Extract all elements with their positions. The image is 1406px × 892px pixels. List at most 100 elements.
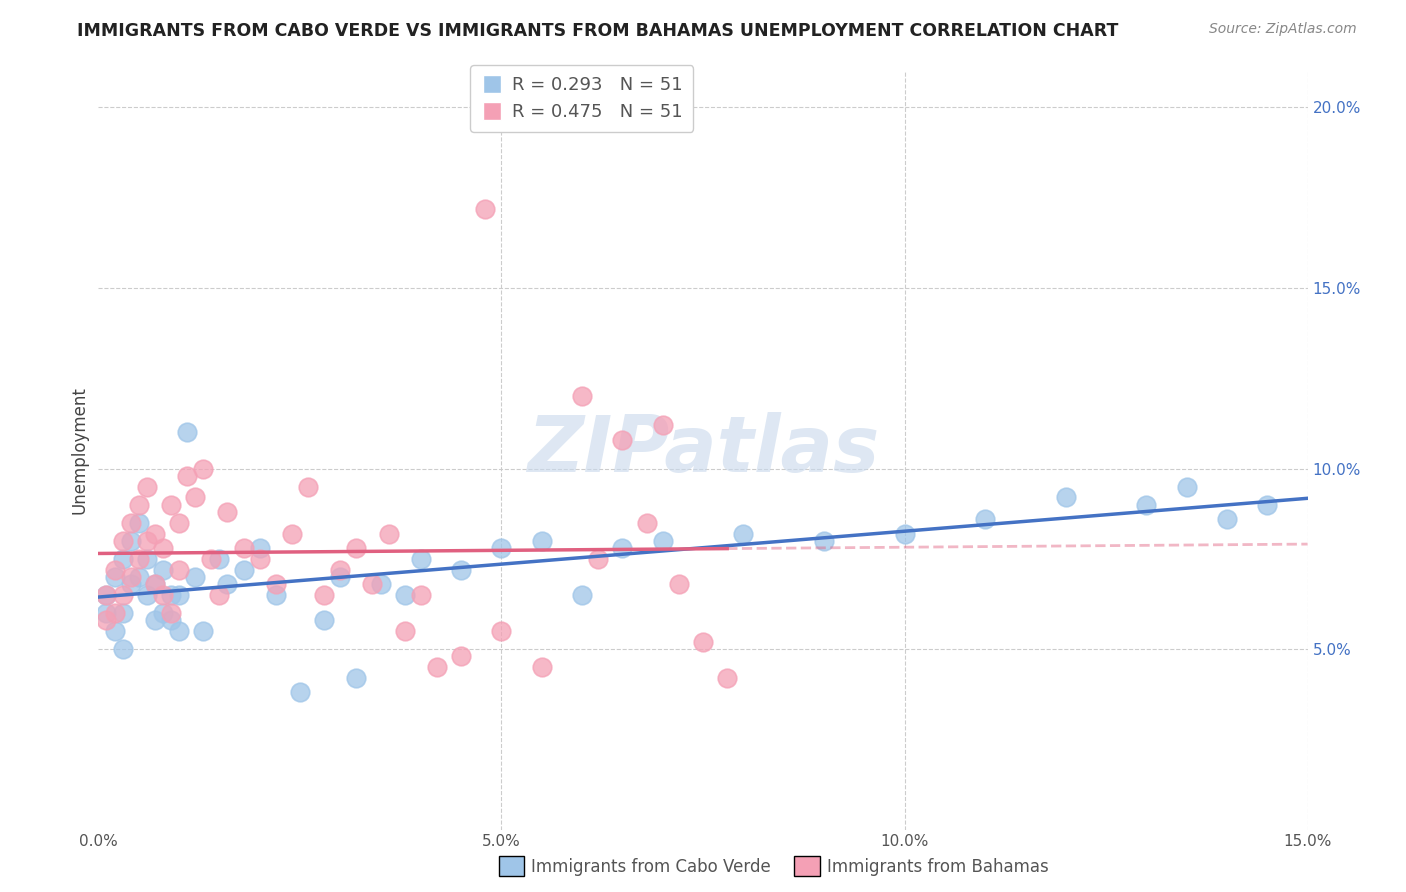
Point xyxy=(249,551,271,566)
Point xyxy=(167,516,190,530)
Point xyxy=(193,624,215,638)
Point xyxy=(128,498,150,512)
Point xyxy=(394,588,416,602)
Text: IMMIGRANTS FROM CABO VERDE VS IMMIGRANTS FROM BAHAMAS UNEMPLOYMENT CORRELATION C: IMMIGRANTS FROM CABO VERDE VS IMMIGRANTS… xyxy=(77,22,1119,40)
Point xyxy=(208,588,231,602)
Point xyxy=(128,516,150,530)
Point xyxy=(167,624,190,638)
Point xyxy=(893,526,915,541)
Point xyxy=(651,418,673,433)
Point xyxy=(232,563,254,577)
Point xyxy=(120,577,142,591)
Point xyxy=(120,533,142,548)
Point xyxy=(103,570,125,584)
Point xyxy=(143,613,166,627)
Point xyxy=(176,468,198,483)
Point xyxy=(409,551,432,566)
Point xyxy=(184,491,207,505)
Point xyxy=(571,389,593,403)
Point xyxy=(96,588,118,602)
Point xyxy=(208,551,231,566)
Point xyxy=(135,551,157,566)
Text: Immigrants from Cabo Verde: Immigrants from Cabo Verde xyxy=(531,858,772,876)
Point xyxy=(651,533,673,548)
Point xyxy=(143,526,166,541)
Point xyxy=(491,624,513,638)
Point xyxy=(103,606,125,620)
Point xyxy=(426,660,449,674)
Point xyxy=(160,606,183,620)
Point xyxy=(152,588,174,602)
Point xyxy=(184,570,207,584)
Point xyxy=(636,516,658,530)
Point xyxy=(264,588,287,602)
Point xyxy=(813,533,835,548)
Point xyxy=(217,577,239,591)
Point xyxy=(329,563,352,577)
Point xyxy=(96,613,118,627)
Point xyxy=(491,541,513,555)
Point xyxy=(143,577,166,591)
Point xyxy=(120,516,142,530)
Point xyxy=(692,635,714,649)
Point xyxy=(152,563,174,577)
Point xyxy=(111,606,134,620)
Point xyxy=(329,570,352,584)
Point xyxy=(135,588,157,602)
Point xyxy=(111,588,134,602)
Point xyxy=(394,624,416,638)
Point xyxy=(612,541,634,555)
Point xyxy=(249,541,271,555)
Point xyxy=(152,541,174,555)
Point xyxy=(612,433,634,447)
Legend: R = 0.293   N = 51, R = 0.475   N = 51: R = 0.293 N = 51, R = 0.475 N = 51 xyxy=(470,65,693,132)
Point xyxy=(474,202,496,216)
Point xyxy=(128,570,150,584)
Point xyxy=(160,498,183,512)
Point xyxy=(193,461,215,475)
Point xyxy=(288,685,311,699)
Point xyxy=(167,588,190,602)
Point xyxy=(361,577,384,591)
Point xyxy=(103,624,125,638)
Point xyxy=(571,588,593,602)
Point xyxy=(450,649,472,664)
Point xyxy=(120,570,142,584)
Point xyxy=(1216,512,1239,526)
Point xyxy=(668,577,690,591)
Point xyxy=(111,551,134,566)
Point xyxy=(176,425,198,440)
Text: Immigrants from Bahamas: Immigrants from Bahamas xyxy=(827,858,1049,876)
Text: Source: ZipAtlas.com: Source: ZipAtlas.com xyxy=(1209,22,1357,37)
Point xyxy=(974,512,997,526)
Point xyxy=(103,563,125,577)
Point xyxy=(160,613,183,627)
Point xyxy=(314,613,336,627)
Point xyxy=(217,505,239,519)
Point xyxy=(281,526,304,541)
Point xyxy=(377,526,399,541)
Point xyxy=(111,642,134,657)
Point xyxy=(530,533,553,548)
Point xyxy=(409,588,432,602)
Point xyxy=(1175,479,1198,493)
Point xyxy=(128,551,150,566)
Text: ZIPatlas: ZIPatlas xyxy=(527,412,879,489)
Point xyxy=(586,551,609,566)
Point xyxy=(1256,498,1278,512)
Point xyxy=(314,588,336,602)
Point xyxy=(344,541,367,555)
Point xyxy=(143,577,166,591)
Point xyxy=(1135,498,1157,512)
Point xyxy=(135,479,157,493)
Point xyxy=(297,479,319,493)
Point xyxy=(96,606,118,620)
Point xyxy=(232,541,254,555)
Point xyxy=(160,588,183,602)
Point xyxy=(96,588,118,602)
Point xyxy=(1054,491,1077,505)
Point xyxy=(135,533,157,548)
Point xyxy=(716,671,738,685)
Point xyxy=(370,577,392,591)
Point xyxy=(264,577,287,591)
